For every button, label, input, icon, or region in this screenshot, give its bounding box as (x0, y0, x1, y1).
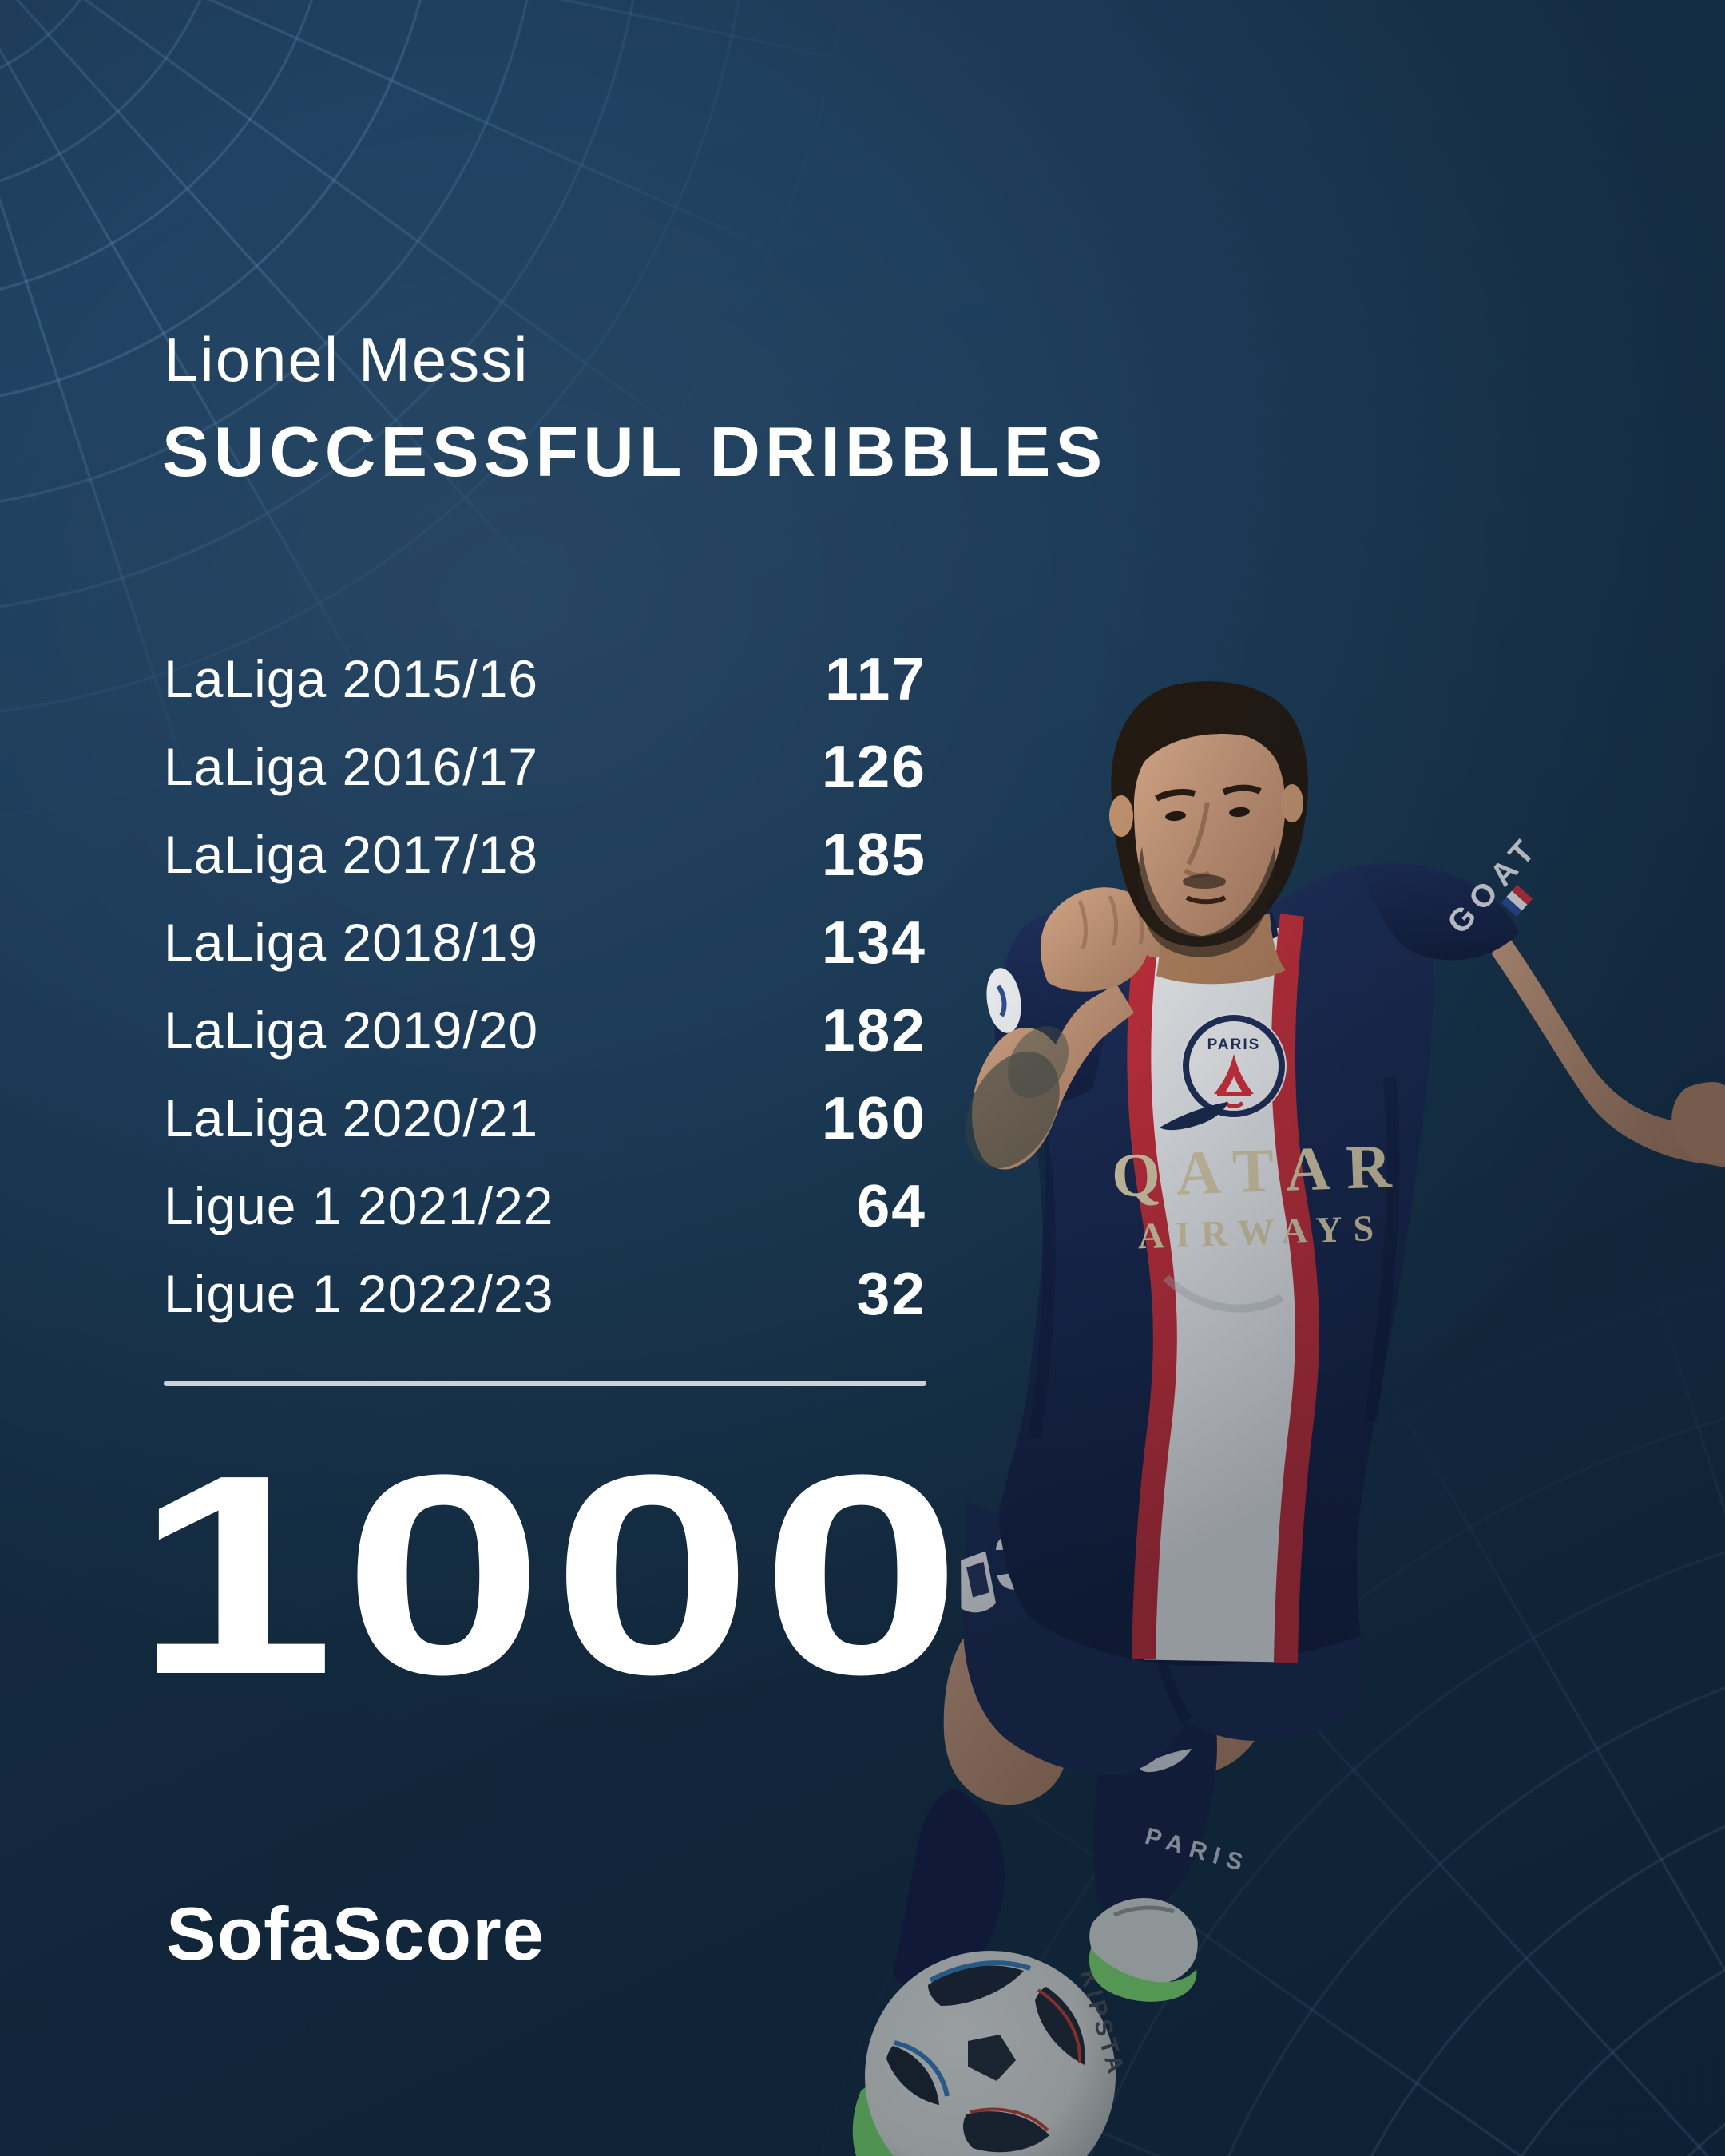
stat-season-label: LaLiga 2018/19 (164, 913, 539, 972)
stat-season-label: Ligue 1 2022/23 (164, 1264, 554, 1323)
stat-value: 182 (821, 997, 926, 1064)
crest-city-text: PARIS (1208, 1036, 1261, 1053)
stat-row: LaLiga 2017/18 185 (164, 810, 926, 898)
player-jersey: PARIS QATAR AIRWAYS GOAT (986, 829, 1546, 1666)
stat-row: LaLiga 2015/16 117 (164, 635, 926, 723)
stats-list: LaLiga 2015/16 117 LaLiga 2016/17 126 La… (164, 635, 926, 1338)
stat-row: LaLiga 2016/17 126 (164, 723, 926, 810)
stat-season-label: Ligue 1 2021/22 (164, 1176, 554, 1235)
stat-row: Ligue 1 2022/23 32 (164, 1250, 926, 1338)
player-name: Lionel Messi (164, 324, 529, 394)
ear-left (1109, 795, 1133, 837)
total-value: 1000 (134, 1417, 970, 1734)
stat-value: 185 (821, 821, 926, 888)
corner-grid-top-left (0, 0, 904, 844)
stat-value: 126 (821, 733, 926, 800)
stat-season-label: LaLiga 2019/20 (164, 1001, 539, 1060)
stat-value: 117 (825, 645, 926, 712)
player-rear-arm (1492, 926, 1725, 1167)
stat-season-label: LaLiga 2017/18 (164, 825, 539, 884)
stat-season-label: LaLiga 2016/17 (164, 737, 539, 796)
stat-season-label: LaLiga 2015/16 (164, 649, 539, 708)
stat-row: LaLiga 2018/19 134 (164, 898, 926, 986)
player-figure: KIPSTA PARIS 30 (852, 681, 1725, 2156)
psg-crest-icon: PARIS (1181, 1013, 1287, 1119)
french-flag-armband-icon (1501, 885, 1533, 917)
stat-value: 160 (821, 1084, 926, 1151)
ear-right (1281, 784, 1303, 822)
divider-line (164, 1381, 926, 1386)
stat-value: 32 (856, 1260, 926, 1327)
player-head (1109, 681, 1308, 985)
stat-season-label: LaLiga 2020/21 (164, 1088, 539, 1147)
jersey-sponsor-line2: AIRWAYS (1137, 1207, 1386, 1257)
stat-row: LaLiga 2019/20 182 (164, 986, 926, 1074)
page-title: SUCCESSFUL DRIBBLES (162, 412, 1108, 491)
nike-swoosh-icon (1160, 1102, 1228, 1131)
sofascore-logo: SofaScore (166, 1892, 545, 1976)
sock-swoosh-icon (1140, 1749, 1192, 1773)
stat-row: LaLiga 2020/21 160 (164, 1074, 926, 1162)
stat-value: 134 (821, 909, 926, 976)
stat-row: Ligue 1 2021/22 64 (164, 1162, 926, 1250)
stat-value: 64 (856, 1172, 926, 1239)
jersey-sponsor-line1: QATAR (1111, 1131, 1409, 1211)
